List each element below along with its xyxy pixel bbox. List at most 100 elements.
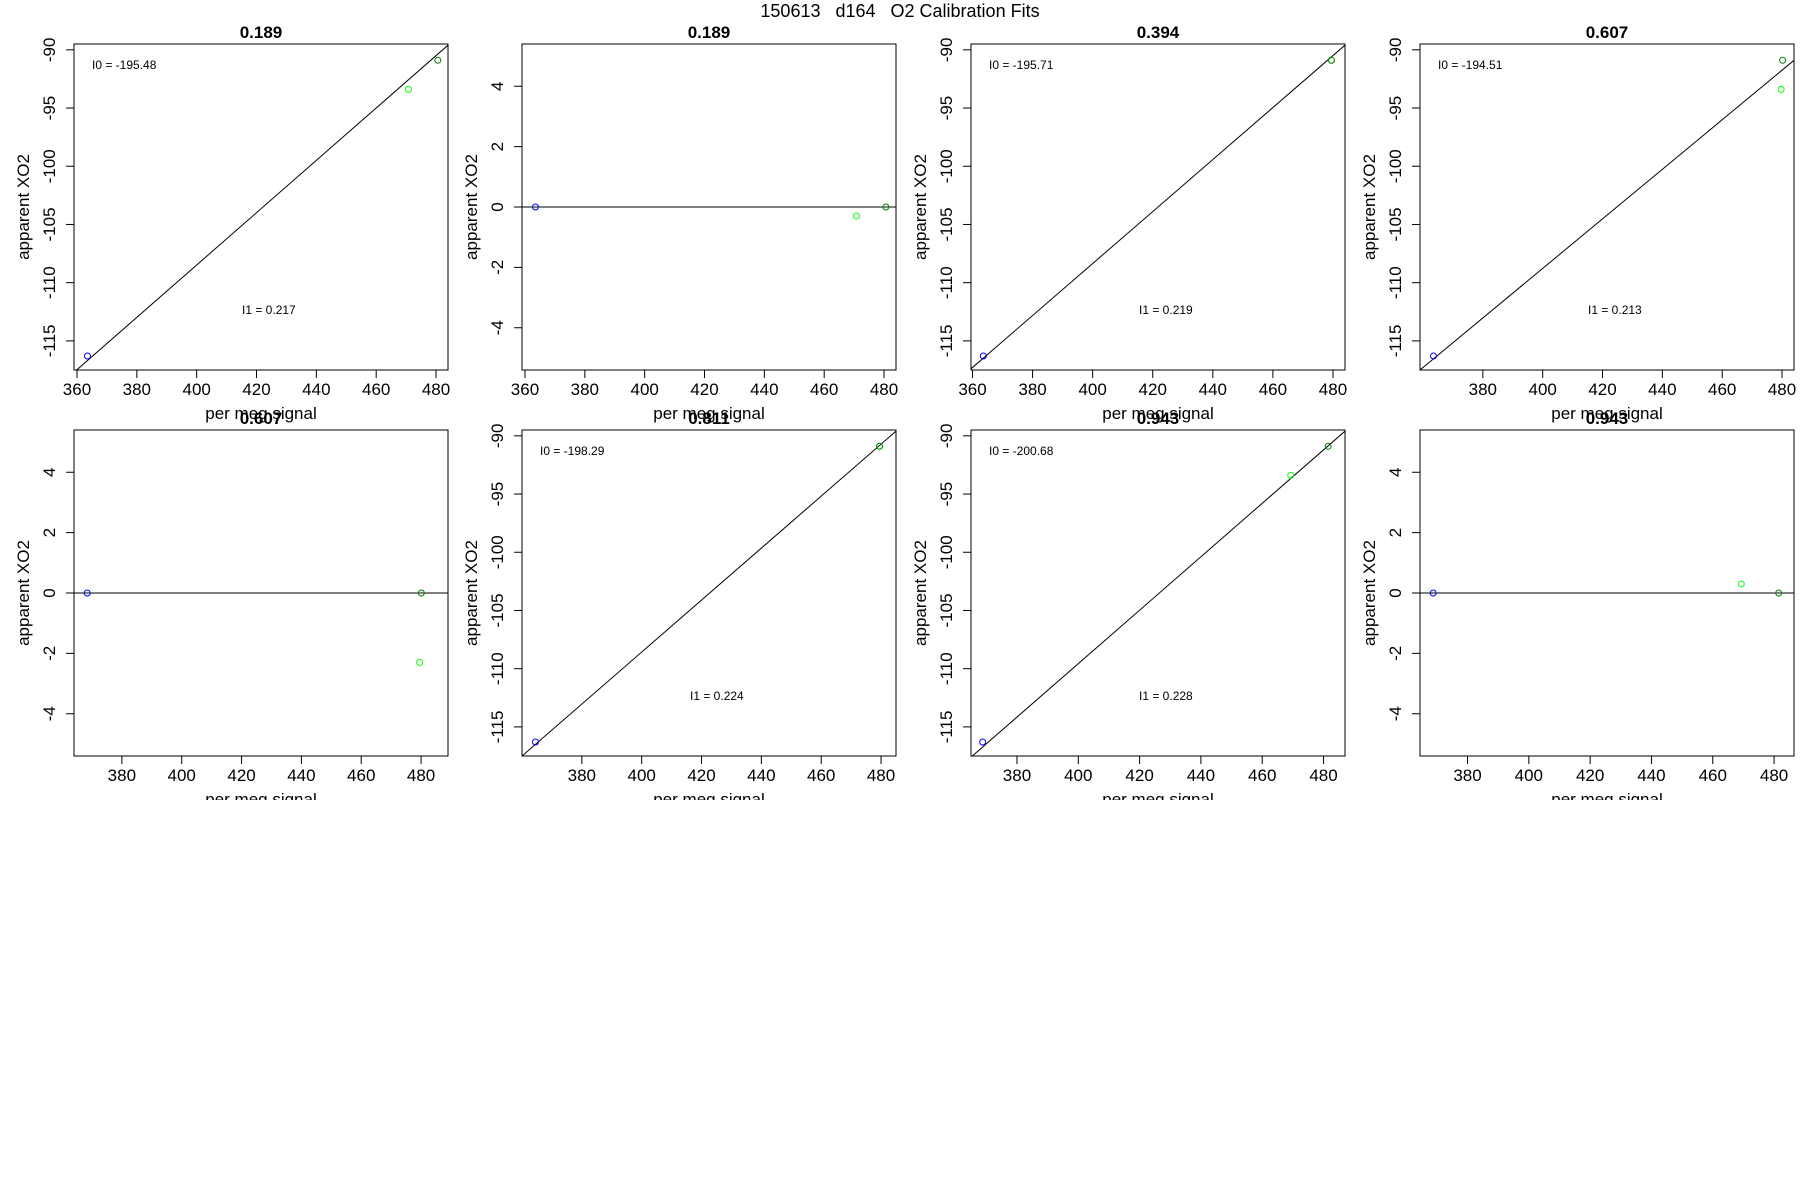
data-point [83, 589, 91, 597]
fit-annotation: I0 = -198.29 [540, 444, 605, 458]
x-tick-label: 420 [1139, 380, 1167, 399]
y-tick-label: 0 [40, 588, 59, 597]
x-axis-label: per meg signal [653, 790, 765, 800]
plot-frame [970, 429, 1346, 757]
fit-line [75, 44, 448, 370]
panel-title: 0.394 [1137, 23, 1180, 42]
y-tick-label: -110 [937, 266, 956, 299]
x-tick-label: 400 [1528, 380, 1556, 399]
x-tick-label: 400 [1515, 766, 1543, 785]
x-axis-label: per meg signal [1102, 404, 1214, 423]
x-tick-label: 420 [1125, 766, 1153, 785]
data-point [1429, 589, 1437, 597]
y-tick-label: 4 [488, 82, 507, 91]
x-tick-label: 400 [182, 380, 210, 399]
data-point [83, 352, 91, 360]
data-point [531, 203, 539, 211]
y-tick-label: -90 [937, 424, 956, 449]
y-tick-label: -115 [937, 711, 956, 744]
x-tick-label: 380 [1469, 380, 1497, 399]
x-axis-label: per meg signal [1551, 404, 1663, 423]
x-tick-label: 420 [1576, 766, 1604, 785]
x-tick-label: 380 [108, 766, 136, 785]
panel-4: 0.607 380 400 420 440 460 480 per meg signal -11… [1360, 23, 1796, 423]
data-point [1327, 56, 1335, 64]
x-tick-label: 460 [1248, 766, 1276, 785]
y-axis-label: apparent XO2 [462, 154, 481, 260]
panel-title: 0.943 [1137, 409, 1180, 428]
plot-frame [1419, 43, 1795, 371]
x-tick-label: 440 [1199, 380, 1227, 399]
x-tick-label: 480 [867, 766, 895, 785]
x-tick-label: 420 [1588, 380, 1616, 399]
fit-annotation: I1 = 0.213 [1588, 303, 1642, 317]
fit-line [1420, 59, 1794, 370]
x-tick-label: 420 [687, 766, 715, 785]
y-tick-label: -95 [488, 482, 507, 507]
data-point [1429, 352, 1437, 360]
y-tick-label: 0 [488, 202, 507, 211]
x-tick-label: 460 [1259, 380, 1287, 399]
x-tick-label: 400 [1078, 380, 1106, 399]
x-tick-label: 400 [168, 766, 196, 785]
y-tick-label: -4 [488, 320, 507, 335]
y-tick-label: -115 [40, 325, 59, 358]
data-point [882, 203, 890, 211]
y-tick-label: -105 [937, 207, 956, 241]
y-tick-label: -2 [488, 260, 507, 275]
y-tick-label: -4 [40, 706, 59, 721]
fit-annotation: I1 = 0.217 [242, 303, 296, 317]
panel-6: 0.811 380 400 420 440 460 480 per meg signal -11… [462, 409, 897, 800]
figure-title: 150613 d164 O2 Calibration Fits [760, 1, 1040, 21]
x-tick-label: 480 [1760, 766, 1788, 785]
y-tick-label: -110 [937, 652, 956, 685]
y-axis-label: apparent XO2 [911, 540, 930, 646]
fit-annotation: I1 = 0.224 [690, 689, 744, 703]
panel-title: 0.811 [688, 409, 730, 428]
x-tick-label: 480 [870, 380, 898, 399]
y-tick-label: -90 [1386, 38, 1405, 63]
x-tick-label: 480 [1768, 380, 1796, 399]
y-tick-label: -95 [1386, 96, 1405, 121]
data-point [1287, 471, 1295, 479]
x-tick-label: 420 [242, 380, 270, 399]
y-tick-label: -95 [937, 96, 956, 121]
x-axis-label: per meg signal [205, 404, 317, 423]
x-axis-label: per meg signal [205, 790, 317, 800]
y-axis-label: apparent XO2 [14, 540, 33, 646]
x-tick-label: 480 [422, 380, 450, 399]
panel-title: 0.943 [1586, 409, 1629, 428]
fit-line [522, 430, 896, 756]
fit-line [971, 430, 1345, 756]
y-tick-label: -100 [937, 149, 956, 183]
panel-3: 0.394 360 380 400 420 440 460 480 per meg signal… [911, 23, 1347, 423]
y-axis-label: apparent XO2 [14, 154, 33, 260]
panel-title: 0.189 [688, 23, 731, 42]
y-tick-label: -115 [1386, 325, 1405, 358]
y-tick-label: -115 [937, 325, 956, 358]
y-tick-label: -115 [488, 711, 507, 744]
y-tick-label: -2 [1386, 646, 1405, 661]
panel-1: 0.189 360 380 400 420 440 460 480 per meg signal… [14, 23, 450, 423]
x-tick-label: 480 [1319, 380, 1347, 399]
x-tick-label: 380 [123, 380, 151, 399]
y-tick-label: -95 [937, 482, 956, 507]
x-tick-label: 420 [690, 380, 718, 399]
y-tick-label: -105 [937, 593, 956, 627]
x-axis-label: per meg signal [653, 404, 765, 423]
x-tick-label: 480 [407, 766, 435, 785]
x-tick-label: 440 [287, 766, 315, 785]
data-point [531, 738, 539, 746]
y-tick-label: -110 [40, 266, 59, 299]
x-axis-label: per meg signal [1551, 790, 1663, 800]
y-tick-label: 0 [1386, 588, 1405, 597]
y-tick-label: -110 [488, 652, 507, 685]
data-point [1779, 56, 1787, 64]
plot-frame [73, 43, 449, 371]
x-tick-label: 440 [747, 766, 775, 785]
x-tick-label: 480 [1309, 766, 1337, 785]
data-point [405, 85, 413, 93]
y-tick-label: 2 [40, 528, 59, 537]
